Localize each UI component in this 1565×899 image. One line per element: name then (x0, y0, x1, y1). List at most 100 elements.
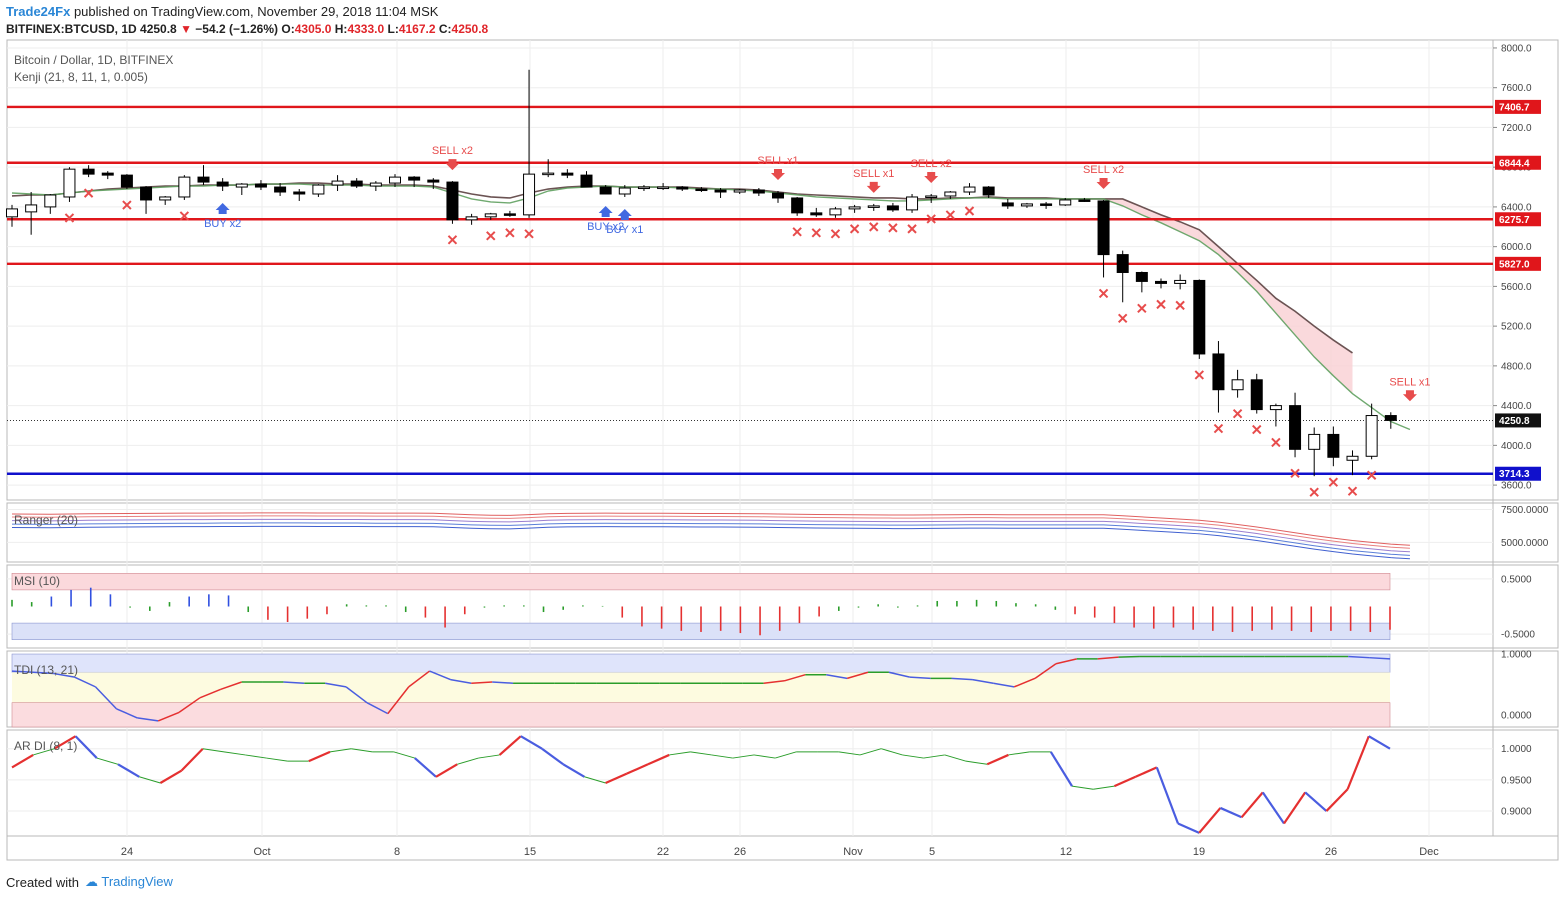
candle-body (1001, 202, 1014, 207)
buy-signal-label: BUY x2 (204, 218, 241, 230)
candle-body (944, 191, 957, 197)
msi-label: MSI (10) (14, 574, 60, 588)
ardi-segment (96, 757, 119, 765)
close-value: 4250.8 (451, 22, 489, 36)
ardi-segment (902, 754, 924, 759)
author-link[interactable]: Trade24Fx (6, 4, 71, 19)
x-mark (1328, 477, 1339, 487)
tdi-segment (32, 671, 54, 675)
x-mark (64, 213, 75, 223)
x-mark (486, 231, 496, 241)
ardi-label: AR DI (8, 1) (14, 739, 77, 753)
ardi-segment (435, 763, 458, 778)
tdi-segment (178, 697, 201, 714)
ardi-segment (11, 753, 34, 769)
sell-signal-label: SELL x2 (1083, 164, 1124, 176)
ardi-segment (245, 754, 267, 759)
x-tick-label: 22 (657, 846, 669, 858)
tdi-segment (283, 681, 305, 684)
level-tag: 6844.4 (1495, 155, 1541, 170)
ardi-segment (74, 735, 98, 759)
candle-body (580, 174, 593, 188)
tdi-segment (909, 676, 931, 680)
x-mark (1309, 487, 1319, 497)
kenji-label: Kenji (21, 8, 11, 1, 0.005) (14, 70, 148, 84)
low-value: 4167.2 (398, 22, 436, 36)
candle-body (178, 176, 191, 198)
tdi-segment (345, 686, 368, 704)
y-tick-label: 5000.0000 (1501, 538, 1549, 549)
pane-labels: Bitcoin / Dollar, 1D, BITFINEX Kenji (21… (14, 53, 173, 753)
ardi-segment (732, 754, 755, 759)
ardi-segment (1198, 807, 1222, 834)
tdi-segment (450, 678, 472, 684)
close-label: C: (438, 22, 452, 36)
level-tag-bg (1495, 212, 1541, 227)
tdi-segment (784, 673, 806, 682)
y-tick-label: 6000.0 (1501, 242, 1532, 253)
ardi-segment (1304, 791, 1328, 812)
ardi-segment (1261, 791, 1285, 825)
ardi-segment (498, 735, 522, 756)
ardi-segment (1240, 791, 1264, 819)
candle-body (120, 174, 133, 188)
candle-body (159, 196, 172, 201)
x-tick-label: 5 (929, 846, 935, 858)
candle-body (1059, 199, 1072, 206)
candle-body (1250, 379, 1263, 411)
sell-signal-label: SELL x1 (853, 168, 894, 180)
change-value: −54.2 (−1.26%) (195, 22, 279, 36)
tdi-segment (199, 688, 222, 699)
low-label: L: (387, 22, 399, 36)
ardi-segment (1008, 751, 1030, 756)
candle-body (1308, 433, 1321, 450)
x-mark (1175, 300, 1185, 311)
candle-body (389, 176, 401, 184)
pane-frame (6, 39, 1559, 501)
x-mark (1137, 303, 1147, 314)
x-mark (1098, 288, 1109, 299)
sell-arrow-icon (1402, 390, 1417, 402)
candle-body (408, 176, 421, 181)
price-axis[interactable]: 8000.07600.07200.06800.06400.06000.05600… (1493, 43, 1549, 818)
candle-body (1231, 379, 1244, 391)
ardi-segment (584, 776, 606, 784)
x-tick-label: 26 (1325, 846, 1337, 858)
time-axis[interactable]: 24 Oct 8 15 22 26 Nov 5 12 19 26 Dec (121, 846, 1439, 858)
ardi-segment (478, 754, 500, 759)
x-tick-label: Nov (843, 846, 863, 858)
ardi-segment (647, 753, 670, 766)
footer: Created with ☁ TradingView (6, 874, 173, 890)
candle-body (1020, 203, 1033, 207)
pane-frame (6, 729, 1559, 837)
publish-line: Trade24Fx published on TradingView.com, … (6, 4, 438, 19)
level-tag-label: 3714.3 (1499, 469, 1530, 480)
candle-body (599, 186, 612, 195)
tdi-segment (157, 711, 180, 722)
ardi-segment (562, 763, 585, 778)
level-tag-bg (1495, 256, 1541, 271)
level-tag: 6275.7 (1495, 212, 1541, 227)
candle-body (829, 208, 842, 216)
tdi-mid-zone (12, 672, 1390, 703)
y-tick-label: 6400.0 (1501, 202, 1532, 213)
y-tick-label: 0.5000 (1501, 574, 1532, 585)
candle-body (235, 183, 248, 188)
x-mark (1290, 468, 1300, 478)
symbol-label: BITFINEX:BTCUSD, 1D (6, 22, 137, 36)
candle-body (6, 208, 18, 218)
x-tick-label: 12 (1060, 846, 1072, 858)
tdi-segment (429, 670, 451, 681)
ardi-segment (775, 751, 797, 759)
ardi-segment (180, 747, 204, 772)
level-tag-bg (1495, 155, 1541, 170)
candle-body (618, 187, 631, 195)
candle-body (733, 189, 746, 193)
candle-body (867, 205, 880, 208)
tdi-upper-zone (11, 653, 1391, 673)
tradingview-logo-icon[interactable]: ☁ TradingView (84, 874, 173, 889)
tdi-lower-zone (11, 702, 1391, 728)
candle-body (312, 184, 325, 195)
